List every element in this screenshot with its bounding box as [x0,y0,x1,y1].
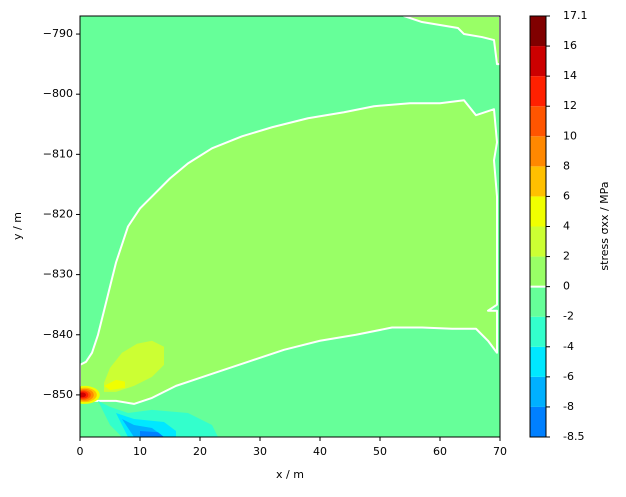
y-tick-label: −840 [43,328,73,341]
contour-region [403,16,500,66]
colorbar-tick-label: -8 [563,400,574,413]
x-tick-label: 10 [133,445,147,458]
x-tick-label: 50 [373,445,387,458]
colorbar-tick-label: 4 [563,220,570,233]
colorbar-band [530,256,546,287]
colorbar-tick-label: 6 [563,189,570,202]
x-tick-label: 70 [493,445,507,458]
contour-region [104,340,164,392]
colorbar-band [530,46,546,77]
colorbar-band [530,226,546,257]
colorbar-label: stress σxx / MPa [598,181,611,270]
contour-region [80,99,498,405]
colorbar-tick-label: 2 [563,250,570,263]
x-tick-label: 30 [253,445,267,458]
colorbar-band [530,136,546,167]
contour-region [80,392,86,398]
colorbar-band [530,166,546,197]
x-tick-label: 60 [433,445,447,458]
colorbar-band [530,196,546,227]
colorbar-tick-label: 0 [563,280,570,293]
colorbar-tick-label: 14 [563,69,577,82]
colorbar-band [530,106,546,137]
colorbar-band [530,376,546,407]
colorbar-tick-label: -6 [563,370,574,383]
colorbar-band [530,286,546,317]
x-tick-label: 0 [77,445,84,458]
colorbar-band [530,406,546,437]
colorbar-tick-label: 17.1 [563,9,588,22]
contour-region [140,430,164,437]
colorbar-band [530,316,546,347]
y-tick-label: −800 [43,87,73,100]
colorbar-tick-label: 12 [563,99,577,112]
colorbar-tick-label: -8.5 [563,430,584,443]
y-tick-label: −850 [43,388,73,401]
colorbar-frame [529,15,547,438]
axes-frame [79,15,501,438]
plot-area [80,16,500,437]
contour-region [104,379,125,391]
colorbar-band [530,346,546,377]
colorbar-band [530,76,546,107]
y-tick-label: −830 [43,268,73,281]
colorbar-tick-label: 10 [563,129,577,142]
colorbar-band [530,16,546,47]
x-tick-label: 40 [313,445,327,458]
colorbar-tick-label: -2 [563,310,574,323]
y-axis-label: y / m [11,212,24,240]
x-axis-label: x / m [276,468,304,481]
y-tick-label: −820 [43,207,73,220]
colorbar-tick-label: -4 [563,340,574,353]
x-tick-label: 20 [193,445,207,458]
y-tick-label: −810 [43,147,73,160]
colorbar-tick-label: 16 [563,39,577,52]
colorbar-tick-label: 8 [563,159,570,172]
y-tick-label: −790 [43,27,73,40]
